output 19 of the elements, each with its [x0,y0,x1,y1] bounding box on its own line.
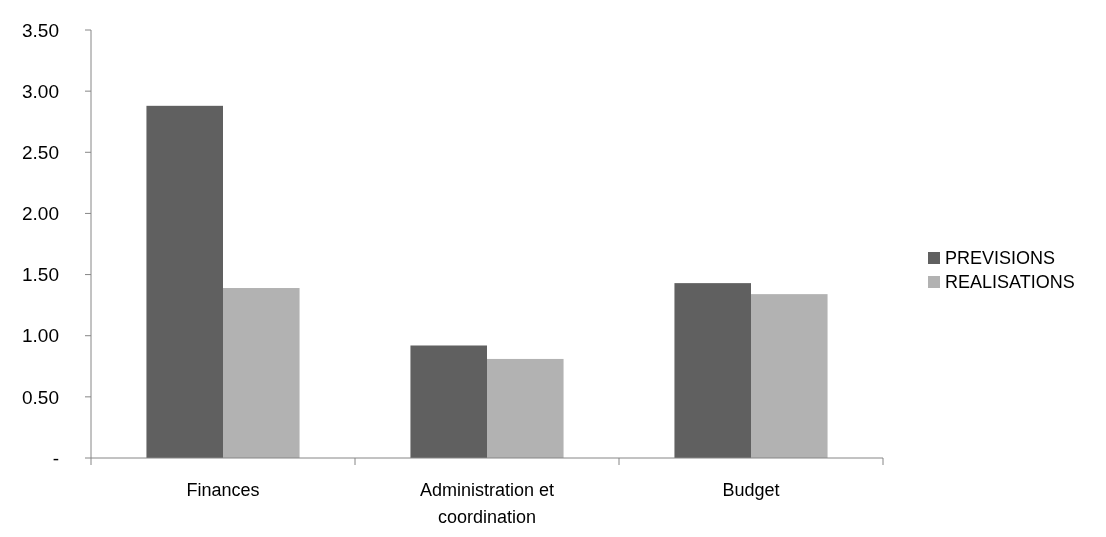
y-tick-label: 0.50 [22,386,59,408]
legend-label: PREVISIONS [945,248,1056,269]
x-tick-label: Budget [722,480,780,500]
bar [487,358,564,458]
y-tick-label: 3.50 [22,19,59,41]
y-tick-label: 2.50 [22,141,59,163]
legend-label: REALISATIONS [945,272,1075,293]
bar [751,294,828,458]
bar [674,283,751,458]
bar [223,288,300,458]
y-tick-label: - [52,447,59,469]
x-tick-label: Administration et coordination [419,480,555,527]
bar [410,345,487,458]
x-tick-label: Finances [186,480,260,500]
y-tick-label: 1.50 [22,264,59,286]
y-tick-label: 3.00 [22,80,59,102]
y-tick-label: 2.00 [22,203,59,225]
bar [146,105,223,458]
y-tick-label: 1.00 [22,325,59,347]
